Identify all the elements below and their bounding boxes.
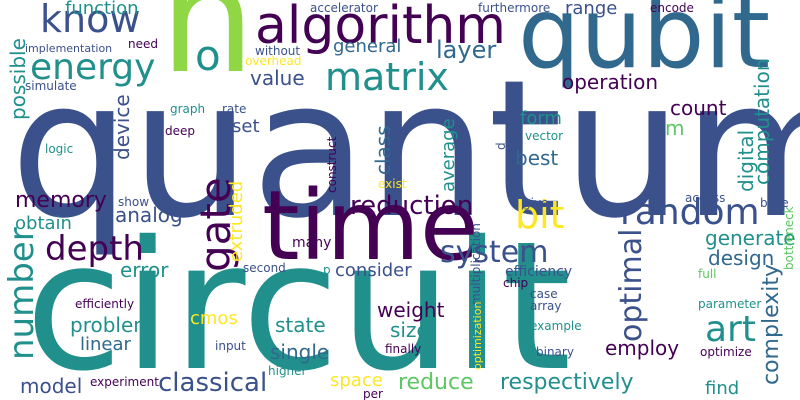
word-finally: finally [385,342,422,356]
word-full: full [698,267,717,281]
word-graph: graph [170,102,206,116]
word-art: art [705,309,756,350]
word-model: model [20,374,83,398]
word-case: case [530,287,558,301]
word-random: random [620,192,760,233]
word-average: average [438,118,459,192]
word-reduce: reduce [398,370,474,395]
word-quantum: quantum [10,39,800,260]
word-operation: operation [562,70,659,94]
word-d: d [494,142,508,150]
word-second: second [243,261,286,275]
word-per: per [363,387,383,400]
word-best: best [515,146,559,170]
word-need: need [128,37,158,51]
word-simulate: simulate [25,79,77,93]
word-problem: problem [70,313,153,337]
word-access: access [685,191,726,205]
word-circuit: circuit [25,203,572,400]
word-size: size [390,318,429,342]
word-obtain: obtain [15,213,72,234]
word-respectively: respectively [500,370,634,395]
word-classical: classical [158,368,268,398]
word-qubit: qubit [518,0,771,91]
word-employ: employ [605,336,680,360]
word-error: error [120,258,169,282]
word-logic: logic [45,142,74,156]
word-o: o [195,31,221,80]
word-input: input [215,339,246,353]
word-algorithm: algorithm [255,0,506,56]
word-complexity: complexity [759,264,784,385]
word-linear: linear [80,334,131,355]
word-overhead: overhead [245,54,302,68]
word-weight: weight [377,298,445,322]
word-range: range [565,0,618,19]
word-give: give [523,196,549,210]
word-encode: encode [650,1,694,15]
word-energy: energy [30,47,156,88]
word-chip: chip [503,276,529,290]
word-without: without [255,44,301,58]
word-p: p [323,263,331,277]
word-time: time [262,170,479,282]
word-value: value [250,66,305,90]
word-furthermore: furthermore [478,1,551,15]
word-form: form [520,108,562,129]
word-efficiency: efficiency [505,264,573,280]
word-reduction: reduction [350,191,474,221]
word-memory: memory [15,188,107,213]
word-experiment: experiment [90,375,159,389]
word-single: single [270,340,330,364]
word-m: m [665,116,685,140]
word-device: device [110,94,134,160]
word-design: design [708,246,775,270]
word-parameter: parameter [698,297,762,311]
word-optimal: optimal [614,228,649,342]
word-state: state [275,313,326,337]
word-find: find [705,378,740,399]
word-number: number [2,227,42,360]
word-general: general [333,36,402,57]
word-deep: deep [165,124,195,138]
word-example: example [530,319,582,333]
word-depth: depth [45,229,144,269]
word-possible: possible [6,38,30,120]
word-layer: layer [436,36,497,64]
word-consider: consider [335,260,412,281]
word-exist: exist [378,177,407,191]
word-matrix: matrix [325,55,449,99]
word-base: base [760,196,789,210]
word-know: know [40,0,141,41]
word-computation: computation [750,58,774,186]
word-analog: analog [115,203,183,227]
word-extruded: extruded [226,180,247,262]
word-binary: binary [536,345,574,359]
word-count: count [670,96,727,120]
word-class: class [371,125,395,175]
word-many: many [292,235,332,251]
word-function: function [65,0,139,19]
word-higher: higher [268,364,307,378]
word-generate: generate [705,226,796,250]
word-multiplication: multiplication [469,223,483,305]
word-efficiently: efficiently [75,297,135,311]
word-array: array [530,299,562,313]
word-bottleneck: bottleneck [782,206,796,270]
word-system: system [440,235,549,270]
word-n: n [160,0,256,107]
word-show: show [118,195,150,209]
word-optimize: optimize [700,345,752,359]
word-cmos: cmos [190,308,238,329]
word-rate: rate [222,102,247,116]
word-optimization: optimization [471,301,484,370]
word-vector: vector [525,129,564,143]
word-space: space [330,370,383,391]
word-bit: bit [515,193,565,237]
word-set: set [232,116,260,137]
word-implementation: implementation [25,42,113,55]
word-accelerator: accelerator [310,1,378,15]
word-construct: construct [325,136,339,193]
